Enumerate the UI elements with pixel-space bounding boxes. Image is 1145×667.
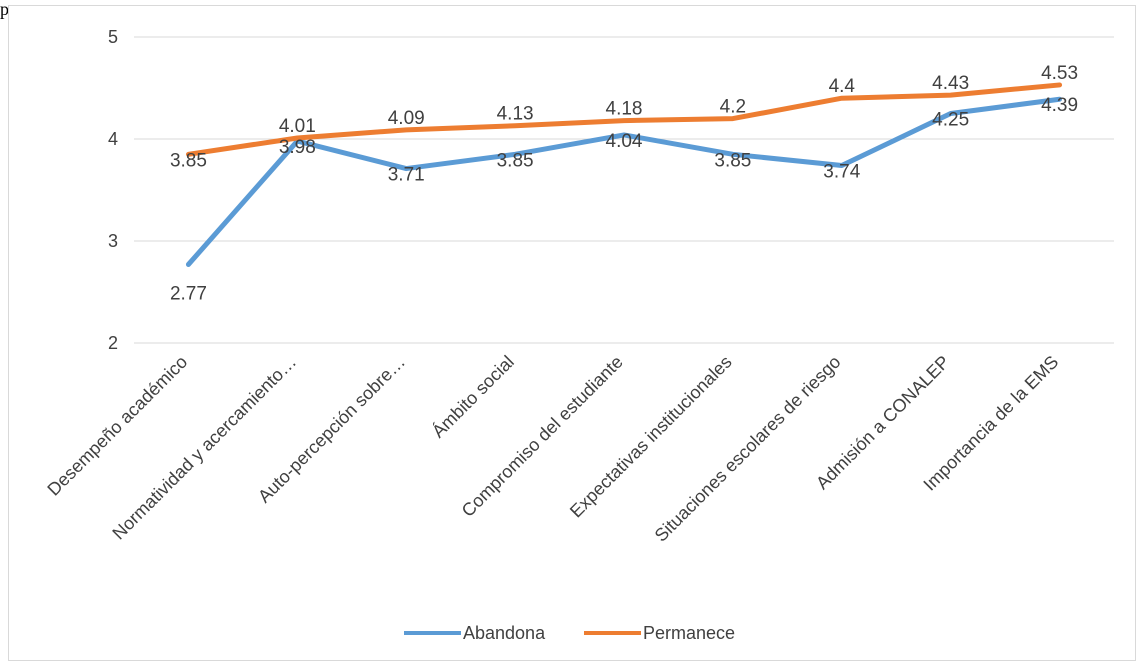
data-label-abandona: 3.85 (714, 150, 751, 171)
data-label-permanece: 4.43 (932, 73, 969, 94)
data-label-abandona: 3.71 (388, 165, 425, 186)
y-tick-label: 4 (108, 129, 118, 149)
x-category-label: Ámbito social (428, 352, 518, 442)
data-label-permanece: 4.2 (720, 97, 746, 118)
x-category-label: Normatividad y acercamiento… (108, 352, 300, 544)
data-label-abandona: 4.04 (606, 131, 643, 152)
data-label-abandona: 3.85 (497, 150, 534, 171)
data-label-abandona: 3.74 (823, 162, 860, 183)
y-tick-label: 3 (108, 231, 118, 251)
data-label-permanece: 4.01 (279, 116, 316, 137)
data-label-abandona: 3.98 (279, 137, 316, 158)
chart-area: 2 3 4 5 Desempeño académico Normatividad y ac… (8, 5, 1136, 661)
data-label-permanece: 4.09 (388, 108, 425, 129)
series-line-abandona (185, 96, 1063, 267)
data-label-permanece: 4.4 (829, 76, 856, 97)
y-tick-label: 5 (108, 27, 118, 47)
data-label-abandona: 4.25 (932, 110, 969, 131)
data-label-abandona: 4.39 (1041, 95, 1078, 116)
top-text: p (0, 0, 9, 19)
y-tick-label: 2 (108, 333, 118, 353)
x-category-label: Situaciones escolares de riesgo (651, 352, 845, 546)
legend-label-permanece: Permanece (643, 623, 735, 643)
legend-label-abandona: Abandona (463, 623, 546, 643)
data-label-permanece: 3.85 (170, 150, 207, 171)
data-label-permanece: 4.18 (606, 99, 643, 120)
data-label-permanece: 4.53 (1041, 63, 1078, 84)
data-label-abandona: 2.77 (170, 283, 207, 304)
data-label-permanece: 4.13 (497, 104, 534, 125)
